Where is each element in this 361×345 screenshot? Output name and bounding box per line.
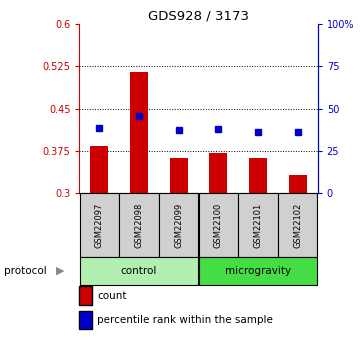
Bar <box>278 193 317 257</box>
Bar <box>199 193 238 257</box>
Bar <box>80 193 119 257</box>
Text: GSM22097: GSM22097 <box>95 203 104 248</box>
Text: count: count <box>97 291 127 300</box>
Text: percentile rank within the sample: percentile rank within the sample <box>97 315 273 325</box>
Text: GSM22098: GSM22098 <box>135 203 143 248</box>
Bar <box>159 193 198 257</box>
Text: GSM22102: GSM22102 <box>293 203 302 248</box>
Bar <box>239 193 278 257</box>
Bar <box>209 152 227 193</box>
Bar <box>289 175 307 193</box>
Bar <box>80 257 197 285</box>
Text: GSM22099: GSM22099 <box>174 203 183 248</box>
Bar <box>249 158 267 193</box>
Bar <box>199 257 317 285</box>
Text: protocol: protocol <box>4 266 46 276</box>
Text: GSM22101: GSM22101 <box>254 203 262 248</box>
Bar <box>130 72 148 193</box>
Text: GSM22100: GSM22100 <box>214 203 223 248</box>
Bar <box>119 193 158 257</box>
Text: ▶: ▶ <box>56 266 65 276</box>
Bar <box>90 146 108 193</box>
Title: GDS928 / 3173: GDS928 / 3173 <box>148 10 249 23</box>
Text: microgravity: microgravity <box>225 266 291 276</box>
Text: control: control <box>121 266 157 276</box>
Bar <box>170 158 188 193</box>
